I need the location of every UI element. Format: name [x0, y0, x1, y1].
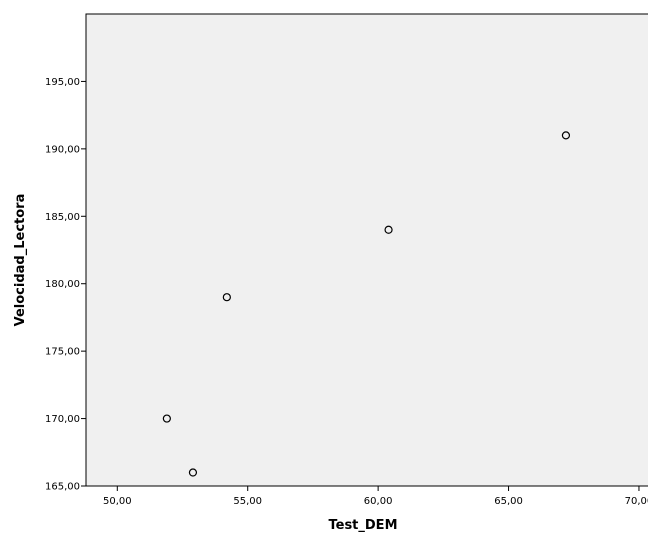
data-point	[188, 468, 198, 477]
x-axis-ticks: 50,00 55,00 60,00 65,00 70,00	[103, 486, 648, 507]
x-tick-label: 55,00	[233, 496, 262, 507]
data-point	[222, 293, 231, 302]
y-tick-label: 190,00	[45, 144, 80, 155]
x-tick-label: 70,00	[625, 496, 648, 507]
y-tick-label: 175,00	[45, 347, 80, 358]
x-tick-label: 50,00	[103, 496, 132, 507]
y-tick-label: 195,00	[45, 77, 80, 88]
data-point	[561, 131, 571, 140]
x-axis-title: Test_DEM	[328, 518, 397, 533]
y-axis-title: Velocidad_Lectora	[13, 194, 28, 327]
y-axis-ticks: 165,00 170,00 175,00 180,00 185,00 190,00 195,…	[45, 77, 86, 493]
y-tick-label: 165,00	[45, 482, 80, 493]
y-tick-label: 180,00	[45, 279, 80, 290]
plot-area	[85, 13, 648, 487]
data-point	[162, 414, 171, 423]
data-points-group	[162, 131, 571, 477]
data-point	[384, 225, 393, 234]
x-tick-label: 65,00	[494, 496, 523, 507]
y-tick-label: 185,00	[45, 212, 80, 223]
x-tick-label: 60,00	[364, 496, 393, 507]
y-tick-label: 170,00	[45, 414, 80, 425]
